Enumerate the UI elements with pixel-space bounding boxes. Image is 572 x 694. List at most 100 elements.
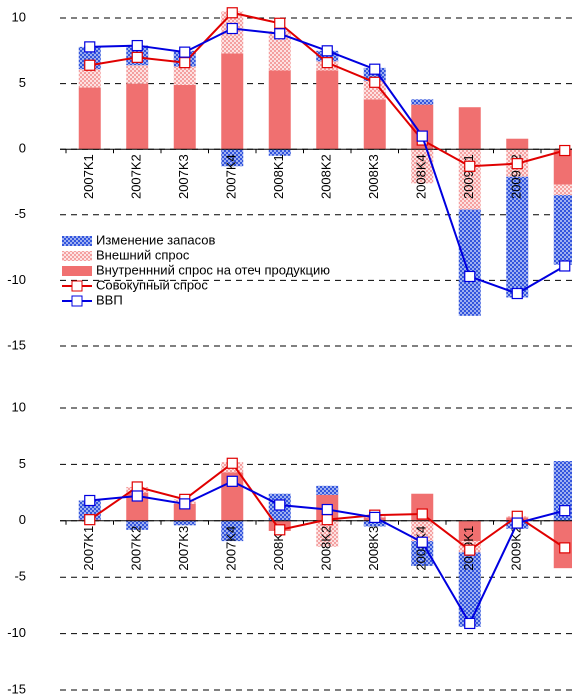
marker [559,144,571,157]
bar [316,70,339,150]
bar [126,520,149,530]
bar [268,149,291,156]
marker [464,160,476,172]
bar [268,31,291,71]
x-tick-label: 2007K2 [129,526,144,571]
legend-marker [71,295,83,307]
x-tick-label: 2008K1 [271,154,286,199]
y-tick-label: 0 [19,141,26,156]
marker [84,59,96,71]
bar [553,149,572,185]
x-tick-label: 2007K3 [176,526,191,571]
x-tick-label: 2007K3 [176,154,191,199]
y-tick-label: 10 [12,9,26,24]
marker [226,22,238,35]
bar [411,149,434,184]
marker [511,158,523,170]
marker [464,544,476,556]
legend-label: Внешний спрос [96,247,190,262]
x-tick-label: 2007K4 [224,526,239,571]
marker [131,39,143,52]
bar [553,195,572,265]
marker [274,499,286,511]
legend-label: ВВП [96,292,123,307]
y-tick-label: -15 [7,337,26,352]
marker [84,514,96,526]
legend-swatch [62,236,92,246]
bar [221,520,244,542]
bar [78,87,101,150]
y-tick-label: 0 [19,512,26,527]
bar [268,70,291,150]
marker [179,57,191,69]
x-tick-label: 2009K2 [509,526,524,571]
bar [506,138,529,150]
x-tick-label: 2007K4 [224,154,239,199]
marker [179,498,191,510]
marker [321,514,333,526]
bar [411,99,434,105]
legend-swatch [62,251,92,261]
x-tick-label: 2008K3 [366,154,381,199]
marker [369,76,381,88]
y-tick-label: -10 [7,625,26,640]
bar [363,99,386,150]
bar [553,184,572,196]
x-tick-label: 2008K1 [271,526,286,571]
marker [559,542,571,554]
marker [511,287,523,300]
marker [321,503,333,516]
bar [173,520,196,526]
marker [274,28,286,40]
y-tick-label: 5 [19,456,26,471]
x-tick-label: 2008K3 [366,526,381,571]
bar [173,84,196,150]
x-tick-label: 2007K1 [81,154,96,199]
marker [559,260,571,272]
x-tick-label: 2008K4 [414,154,429,199]
legend-label: Внутреннний спрос на отеч продукцию [96,262,330,277]
bar [173,66,196,85]
bar [126,65,149,84]
bar [221,53,244,150]
bar [78,69,101,88]
legend-label: Изменение запасов [96,232,215,247]
y-tick-label: -5 [14,206,26,221]
bar [316,485,339,495]
marker [416,536,428,548]
marker [416,130,428,142]
x-tick-label: 2007K1 [81,526,96,571]
y-tick-label: -5 [14,569,26,584]
marker [226,457,238,469]
y-tick-label: 10 [12,399,26,414]
marker [369,511,381,524]
bar [316,520,339,547]
marker [274,17,286,29]
bar [458,520,481,542]
marker [464,617,476,630]
bar [411,520,434,542]
bar [458,552,481,627]
marker [179,46,191,58]
x-tick-label: 2007K2 [129,154,144,199]
marker [274,524,286,536]
bar [458,107,481,150]
marker [321,45,333,57]
marker [464,270,476,283]
marker [131,490,143,502]
bar [458,209,481,316]
marker [226,475,238,487]
marker [559,505,571,517]
y-tick-label: -10 [7,272,26,287]
y-tick-label: -15 [7,681,26,694]
legend-marker [71,280,83,292]
bar [126,83,149,150]
x-tick-label: 2008K2 [319,154,334,199]
marker [321,57,333,69]
marker [226,7,238,19]
legend-label: Совокупный спрос [96,277,208,292]
marker [84,41,96,53]
marker [84,494,96,507]
marker [511,517,523,529]
